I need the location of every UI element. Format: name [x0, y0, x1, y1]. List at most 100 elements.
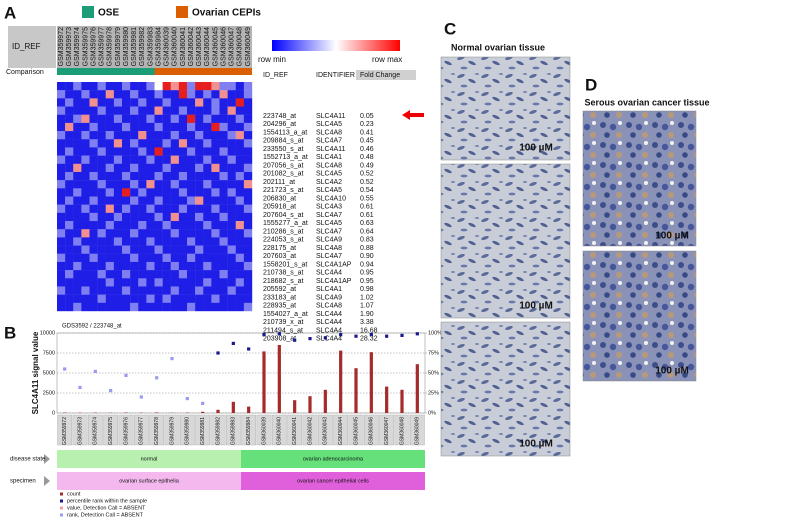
- x-tick-label: GSM359982: [215, 417, 221, 445]
- heatmap-cell: [130, 114, 139, 124]
- heatmap-cell: [65, 302, 74, 312]
- sample-label: GSM360049: [245, 27, 252, 66]
- heatmap-cell: [227, 114, 236, 124]
- table-cell: 210739_x_at: [263, 319, 304, 326]
- point: [155, 376, 159, 380]
- heatmap-cell: [122, 229, 131, 238]
- heatmap-cell: [105, 163, 115, 173]
- heatmap-cell: [81, 261, 90, 271]
- table-cell: 1558201_s_at: [263, 261, 307, 268]
- micrograph: [582, 250, 697, 382]
- heatmap-cell: [73, 155, 82, 164]
- point: [231, 341, 235, 345]
- heatmap-cell: [170, 147, 180, 156]
- point: [354, 334, 358, 338]
- heatmap-cell: [243, 114, 253, 124]
- heatmap-cell: [195, 204, 204, 214]
- heatmap-cell: [187, 196, 196, 205]
- heatmap-cell: [170, 253, 180, 263]
- heatmap-cell: [105, 196, 115, 205]
- y-tick-label: 5000: [43, 370, 55, 376]
- point: [323, 336, 327, 340]
- sample-label: GSM359984: [155, 27, 162, 66]
- heatmap-cell: [138, 261, 147, 271]
- bar: [231, 401, 235, 413]
- heatmap-cell: [211, 106, 220, 115]
- scale-label: 100 µM: [519, 143, 553, 154]
- heatmap-cell: [211, 302, 220, 312]
- heatmap-cell: [187, 163, 196, 173]
- heatmap-cell: [178, 131, 188, 140]
- heatmap-cell: [243, 286, 253, 295]
- sample-label: GSM359972: [58, 27, 65, 66]
- heatmap-cell: [73, 237, 82, 246]
- heatmap-cell: [146, 286, 155, 295]
- heatmap-cell: [130, 106, 139, 115]
- heatmap-cell: [65, 131, 74, 140]
- heatmap-cell: [146, 82, 155, 91]
- category-box: [302, 414, 318, 446]
- heatmap-cell: [170, 139, 180, 148]
- heatmap-cell: [227, 163, 236, 173]
- table-cell: SLC4A4: [316, 336, 342, 343]
- heatmap-cell: [113, 90, 123, 99]
- heatmap-cell: [97, 229, 106, 238]
- x-tick-label: GSM360039: [261, 417, 267, 445]
- heatmap-cell: [170, 90, 180, 99]
- x-tick-label: GSM359972: [62, 417, 68, 445]
- micrograph: [582, 110, 697, 247]
- heatmap-cell: [122, 204, 131, 214]
- heatmap-cell: [146, 122, 155, 132]
- track-label: disease state: [10, 457, 46, 463]
- heatmap-cell: [146, 212, 155, 222]
- heatmap-cell: [227, 212, 236, 222]
- heatmap-cell: [73, 180, 82, 189]
- x-tick-label: GSM360045: [353, 417, 359, 445]
- heatmap-cell: [89, 221, 98, 230]
- heatmap-cell: [219, 98, 228, 107]
- heatmap-cell: [187, 188, 196, 197]
- heatmap-cell: [154, 245, 163, 254]
- legend-swatch: [82, 6, 94, 18]
- heatmap-cell: [235, 90, 245, 99]
- heatmap-cell: [178, 229, 188, 238]
- x-tick-label: GSM360047: [384, 417, 390, 445]
- heatmap-cell: [73, 98, 82, 107]
- heatmap-cell: [65, 114, 74, 124]
- heatmap-cell: [65, 147, 74, 156]
- heatmap-cell: [105, 270, 115, 279]
- heatmap-cell: [73, 261, 82, 271]
- heatmap-cell: [243, 106, 253, 115]
- heatmap-cell: [243, 139, 253, 148]
- heatmap-cell: [130, 229, 139, 238]
- heatmap-cell: [211, 278, 220, 287]
- heatmap-cell: [65, 286, 74, 295]
- table-cell: SLC4A4: [316, 319, 342, 326]
- heatmap-cell: [162, 122, 171, 132]
- heatmap-cell: [187, 294, 196, 304]
- legend-label: OSE: [98, 8, 119, 19]
- table-cell: SLC4A9: [316, 237, 342, 244]
- heatmap-cell: [170, 270, 180, 279]
- point: [308, 337, 312, 341]
- heatmap-cell: [97, 155, 106, 164]
- heatmap-cell: [146, 163, 155, 173]
- heatmap-cell: [89, 147, 98, 156]
- category-box: [72, 414, 88, 446]
- heatmap-cell: [113, 221, 123, 230]
- heatmap-cell: [211, 253, 220, 263]
- heatmap-cell: [89, 294, 98, 304]
- bar: [323, 389, 327, 413]
- heatmap-cell: [162, 147, 171, 156]
- sample-label: GSM359980: [123, 27, 130, 66]
- heatmap-cell: [57, 261, 66, 271]
- sample-label: GSM359977: [99, 27, 106, 66]
- heatmap-cell: [122, 163, 131, 173]
- category-box: [149, 414, 165, 446]
- table-cell: 207604_s_at: [263, 212, 304, 219]
- heatmap-cell: [57, 237, 66, 246]
- heatmap-cell: [146, 171, 155, 181]
- heatmap-cell: [187, 212, 196, 222]
- heatmap-cell: [227, 221, 236, 230]
- heatmap-cell: [235, 82, 245, 91]
